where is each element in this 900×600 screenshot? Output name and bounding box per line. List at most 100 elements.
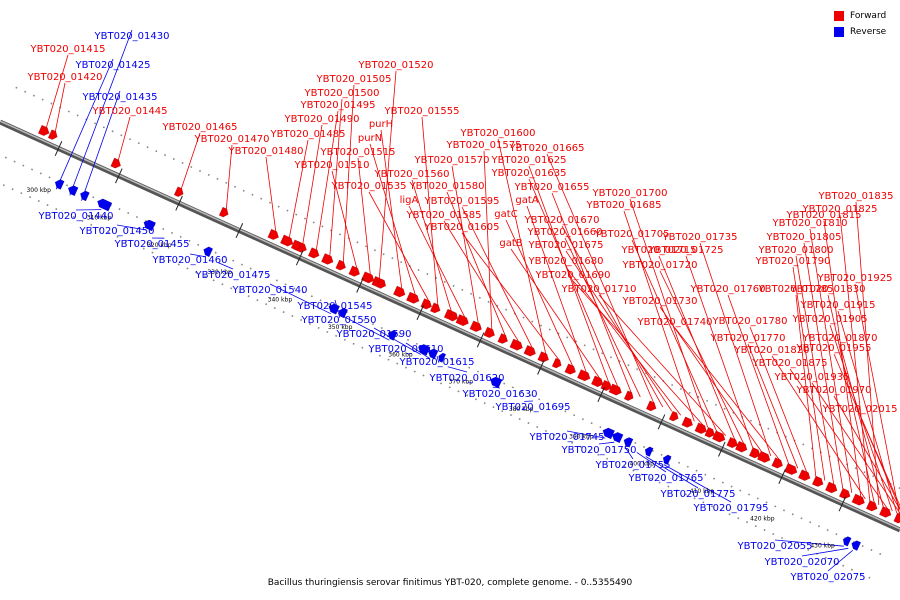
forward-leader-66 [854,283,900,515]
forward-gene-34 [704,426,716,438]
forward-leader-62 [839,343,884,508]
reverse-gene-2 [80,190,90,202]
forward-leader-15 [369,143,416,296]
forward-leader-25 [497,138,547,355]
reverse-leader-10 [338,313,390,341]
forward-gene-43 [811,475,824,487]
reverse-gene-9 [417,344,431,356]
forward-label-20: YBT020_01570 [414,155,490,166]
forward-label-1: YBT020_01420 [27,72,103,83]
forward-leader-0 [45,54,69,128]
forward-gene-5 [267,228,280,241]
forward-gene-53 [551,357,562,369]
forward-leader-32 [551,192,632,393]
reverse-label-16: YBT020_01695 [495,402,571,413]
tick-mark-8 [537,359,545,375]
reverse-label-24: YBT020_02070 [764,557,840,568]
forward-label-32: YBT020_01655 [514,182,590,193]
forward-leader-38 [623,210,695,422]
forward-label-56: YBT020_01810 [772,218,848,229]
forward-label-5: YBT020_01480 [228,146,304,157]
forward-gene-37 [734,440,748,453]
forward-label-52: YBT020_01785 [758,284,834,295]
tick-mark-12 [778,469,786,485]
forward-label-31: YBT020_01635 [491,168,567,179]
forward-label-10: YBT020_01505 [316,74,392,85]
reverse-gene-15 [623,437,634,448]
forward-gene-24 [523,344,536,357]
forward-label-43: YBT020_01715 [621,245,697,256]
forward-label-0: YBT020_01415 [30,44,106,55]
forward-label-70: YBT020_02015 [822,404,898,415]
reverse-leader-14 [447,366,468,373]
forward-leader-52 [795,294,817,477]
forward-label-50: YBT020_01770 [710,333,786,344]
reverse-gene-3 [97,198,113,212]
forward-label-34: YBT020_01665 [509,143,585,154]
forward-gene-21 [483,326,496,338]
forward-label-64: YBT020_01905 [792,314,868,325]
forward-leader-8 [315,110,339,251]
forward-label-41: YBT020_01705 [594,229,670,240]
forward-leader-60 [827,294,875,504]
forward-gene-35 [711,430,726,443]
backbone-line [0,119,900,533]
genome-backbone [0,119,900,533]
tick-mark-6 [416,305,425,321]
forward-leader-56 [809,228,853,493]
forward-label-53: YBT020_01790 [755,256,831,267]
forward-label-29: gatB [499,238,522,249]
forward-label-17: YBT020_01555 [384,106,460,117]
forward-gene-0 [37,124,50,137]
forward-gene-38 [748,447,761,459]
legend-label-reverse: Reverse [850,27,887,37]
guide-track-1 [0,154,888,559]
forward-label-4: YBT020_01470 [194,134,270,145]
reverse-gene-13 [602,427,616,440]
forward-label-46: YBT020_01730 [622,296,698,307]
reverse-leader-2 [81,90,121,201]
tick-label-10: 400 kbp [629,461,654,468]
forward-label-67: YBT020_01935 [774,372,850,383]
reverse-label-5: YBT020_01455 [114,239,190,250]
backbone-highlight [0,120,900,530]
reverse-gene-5 [203,246,214,258]
reverse-label-23: YBT020_02055 [737,541,813,552]
reverse-gene-11 [438,352,447,363]
forward-label-18: YBT020_01560 [374,169,450,180]
forward-label-12: YBT020_01515 [320,147,396,158]
forward-gene-54 [623,390,634,401]
forward-leader-1 [54,82,66,132]
reverse-leader-8 [269,283,331,315]
forward-label-57: YBT020_01815 [786,210,862,221]
tick-label-8: 380 kbp [509,406,534,413]
forward-leader-50 [747,343,799,469]
reverse-gene-14 [611,431,624,444]
forward-gene-30 [608,383,622,396]
forward-leader-58 [771,355,866,500]
reverse-leader-25 [827,549,854,572]
legend-item-forward: Forward [834,8,894,24]
forward-leader-17 [421,116,439,306]
reverse-label-1: YBT020_01430 [94,31,170,42]
guide-track-0 [15,86,900,490]
forward-gene-8 [307,247,320,259]
forward-leader-9 [329,98,343,257]
forward-label-60: YBT020_01830 [790,284,866,295]
forward-label-15: purN [358,133,382,144]
forward-leader-46 [659,306,763,453]
tick-label-7: 370 kbp [449,379,474,386]
forward-label-55: YBT020_01805 [766,232,842,243]
forward-gene-39 [756,450,771,463]
reverse-gene-6 [328,303,341,315]
forward-label-14: purH [369,119,393,130]
forward-leader-35 [561,225,664,408]
forward-leader-3 [180,132,201,189]
forward-label-21: YBT020_01575 [446,140,522,151]
forward-gene-42 [797,469,811,481]
forward-label-3: YBT020_01465 [162,122,238,133]
forward-gene-47 [865,500,878,512]
forward-gene-26 [564,363,577,375]
forward-label-16: YBT020_01535 [331,181,407,192]
